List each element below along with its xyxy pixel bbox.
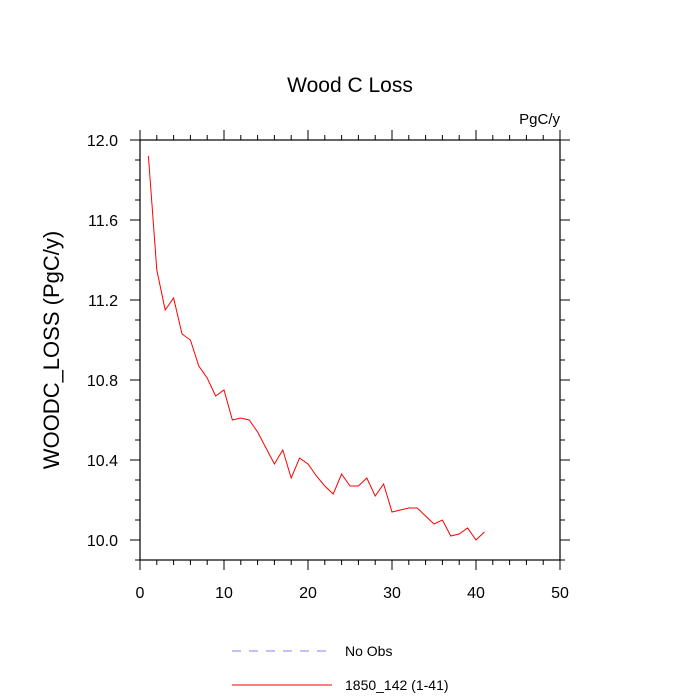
series-line (147, 155, 485, 541)
units-label: PgC/y (519, 111, 560, 128)
plot-frame (139, 139, 561, 561)
chart-title: Wood C Loss (287, 74, 413, 97)
x-tick-label: 40 (467, 585, 485, 602)
y-tick-label: 11.6 (88, 213, 118, 230)
series-layer (147, 155, 485, 541)
x-tick-label: 10 (215, 585, 233, 602)
y-tick-label: 10.8 (87, 373, 118, 390)
x-tick-label: 0 (136, 585, 145, 602)
legend-label: No Obs (345, 643, 392, 659)
x-tick-label: 20 (299, 585, 317, 602)
y-tick-label: 10.4 (87, 453, 118, 470)
y-axis-label: WOODC_LOSS (PgC/y) (39, 231, 64, 469)
tick-labels: 0 10 20 30 40 50 10.0 10.4 10.8 11.2 11.6 12.0 (87, 133, 569, 602)
x-tick-label: 50 (551, 585, 569, 602)
y-tick-label: 10.0 (87, 533, 118, 550)
axis-ticks (130, 130, 570, 570)
y-tick-label: 12.0 (87, 133, 118, 150)
y-tick-label: 11.2 (88, 293, 118, 310)
x-tick-label: 30 (383, 585, 401, 602)
legend: No Obs 1850_142 (1-41) (232, 643, 449, 693)
legend-label: 1850_142 (1-41) (345, 677, 449, 693)
